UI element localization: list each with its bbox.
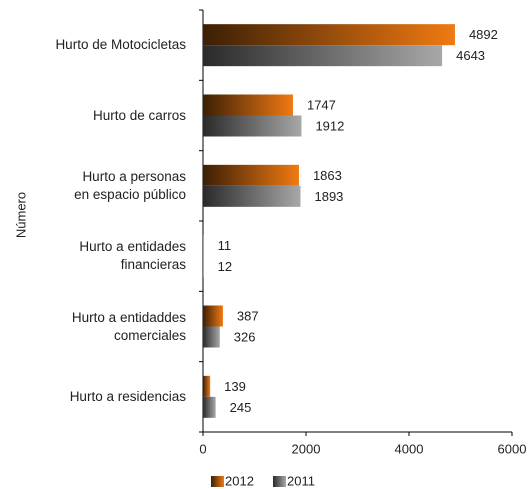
- bar: [203, 24, 455, 46]
- data-label: 12: [218, 259, 232, 274]
- bar: [203, 164, 299, 186]
- data-label: 4643: [456, 48, 485, 63]
- data-label: 245: [230, 400, 252, 415]
- data-label: 1863: [313, 168, 342, 183]
- legend-label: 2011: [287, 473, 315, 488]
- data-label: 4892: [469, 27, 498, 42]
- x-tick-label: 6000: [498, 441, 527, 456]
- x-tick-label: 0: [199, 441, 206, 456]
- data-label: 387: [237, 308, 259, 323]
- bar: [203, 45, 443, 67]
- category-label: Hurto a entidaddes comerciales: [71, 309, 186, 343]
- data-label: 326: [234, 329, 256, 344]
- data-label: 1912: [315, 118, 344, 133]
- bar: [203, 94, 293, 116]
- legend-label: 2012: [225, 473, 254, 488]
- bar: [203, 235, 204, 257]
- data-label: 1747: [307, 97, 336, 112]
- bar: [203, 185, 301, 207]
- category-label: Hurto a residencias: [69, 388, 186, 404]
- category-label: Hurto de Motocicletas: [55, 37, 186, 53]
- data-label: 1893: [314, 189, 343, 204]
- bar: [203, 115, 302, 137]
- bar: [203, 396, 216, 418]
- legend-swatch: [273, 476, 286, 487]
- bar: [203, 326, 220, 348]
- bar: [203, 256, 204, 278]
- category-label: Hurto a personas en espacio público: [74, 168, 186, 202]
- axis-label: Número: [13, 192, 28, 238]
- bar: [203, 375, 211, 397]
- data-label: 11: [218, 238, 232, 253]
- x-tick-label: 4000: [395, 441, 424, 456]
- category-label: Hurto a entidades financieras: [79, 239, 186, 273]
- x-tick-label: 2000: [292, 441, 321, 456]
- data-label: 139: [224, 379, 246, 394]
- legend-swatch: [211, 476, 224, 487]
- bar: [203, 305, 223, 327]
- category-label: Hurto de carros: [92, 107, 186, 123]
